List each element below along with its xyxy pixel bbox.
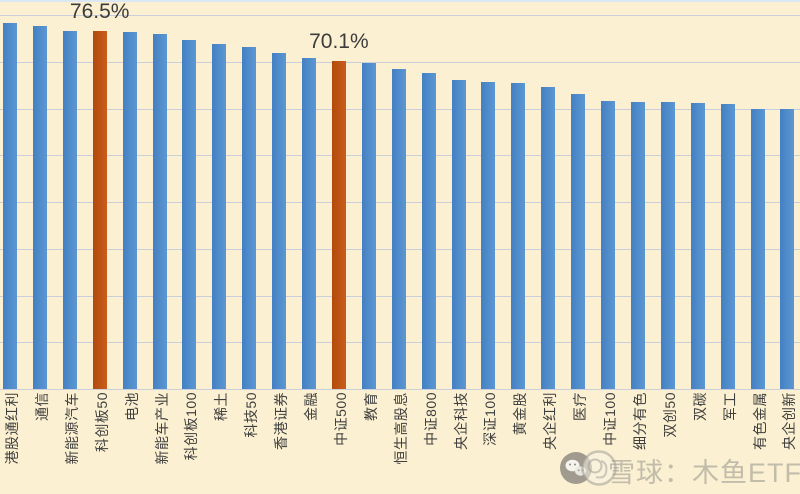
category-label: 双碳	[691, 392, 708, 421]
value-annotation: 76.5%	[69, 0, 130, 24]
top-border	[0, 0, 800, 2]
category-label: 央企创新	[781, 392, 798, 450]
category-label: 医疗	[572, 392, 589, 421]
category-label: 香港证券	[273, 392, 290, 450]
category-label: 中证500	[332, 392, 349, 446]
xueqiu-icon	[580, 449, 618, 492]
category-label: 央企红利	[542, 392, 559, 450]
category-label: 科技50	[243, 392, 260, 438]
category-label: 港股通红利	[4, 392, 20, 465]
bar	[391, 69, 406, 389]
category-label: 深证100	[482, 392, 499, 446]
bar	[690, 102, 705, 389]
category-label: 科创板100	[183, 392, 200, 461]
bar	[272, 53, 287, 389]
bar	[152, 34, 167, 389]
bar	[361, 63, 376, 389]
category-label: 黄金股	[512, 392, 529, 436]
highlighted-bar	[331, 61, 346, 389]
highlighted-bar	[92, 31, 107, 389]
category-label: 细分有色	[631, 392, 648, 450]
bar	[750, 108, 765, 389]
bar	[660, 102, 675, 389]
bar	[511, 83, 526, 389]
gridline	[0, 389, 800, 390]
value-annotation: 70.1%	[309, 30, 369, 54]
bar	[122, 32, 137, 389]
watermark-text: 雪球：木鱼ETF	[608, 458, 800, 488]
category-label: 教育	[362, 392, 379, 421]
watermark: 雪球：木鱼ETF	[558, 449, 800, 492]
category-label: 有色金属	[751, 392, 768, 450]
bar	[451, 79, 466, 389]
bar	[780, 109, 795, 389]
bar	[720, 104, 735, 389]
bar	[242, 46, 257, 389]
category-label: 恒生高股息	[392, 392, 409, 465]
bar	[481, 81, 496, 389]
category-label: 军工	[721, 392, 738, 421]
bar	[630, 101, 645, 389]
gridline	[0, 61, 800, 63]
category-label: 通信	[33, 392, 50, 421]
category-label: 中证800	[422, 392, 439, 446]
category-label: 双创50	[661, 392, 678, 438]
category-label: 电池	[123, 392, 140, 421]
bar	[601, 101, 615, 389]
bar	[212, 43, 227, 389]
category-label: 新能源汽车	[63, 392, 80, 465]
gridline	[0, 15, 800, 16]
wechat-icon	[558, 450, 594, 491]
bar	[541, 87, 556, 389]
bar	[571, 94, 586, 389]
bar	[32, 26, 47, 389]
category-label: 新能车产业	[153, 392, 170, 465]
category-label: 金融	[303, 392, 319, 421]
category-label: 稀土	[213, 392, 230, 421]
bar	[182, 39, 197, 389]
category-label: 央企科技	[452, 392, 469, 450]
bar	[421, 72, 436, 389]
bar	[302, 57, 316, 389]
category-label: 科创板50	[93, 392, 110, 453]
category-label: 中证100	[602, 392, 618, 446]
bar	[62, 30, 77, 389]
bar	[3, 22, 17, 389]
